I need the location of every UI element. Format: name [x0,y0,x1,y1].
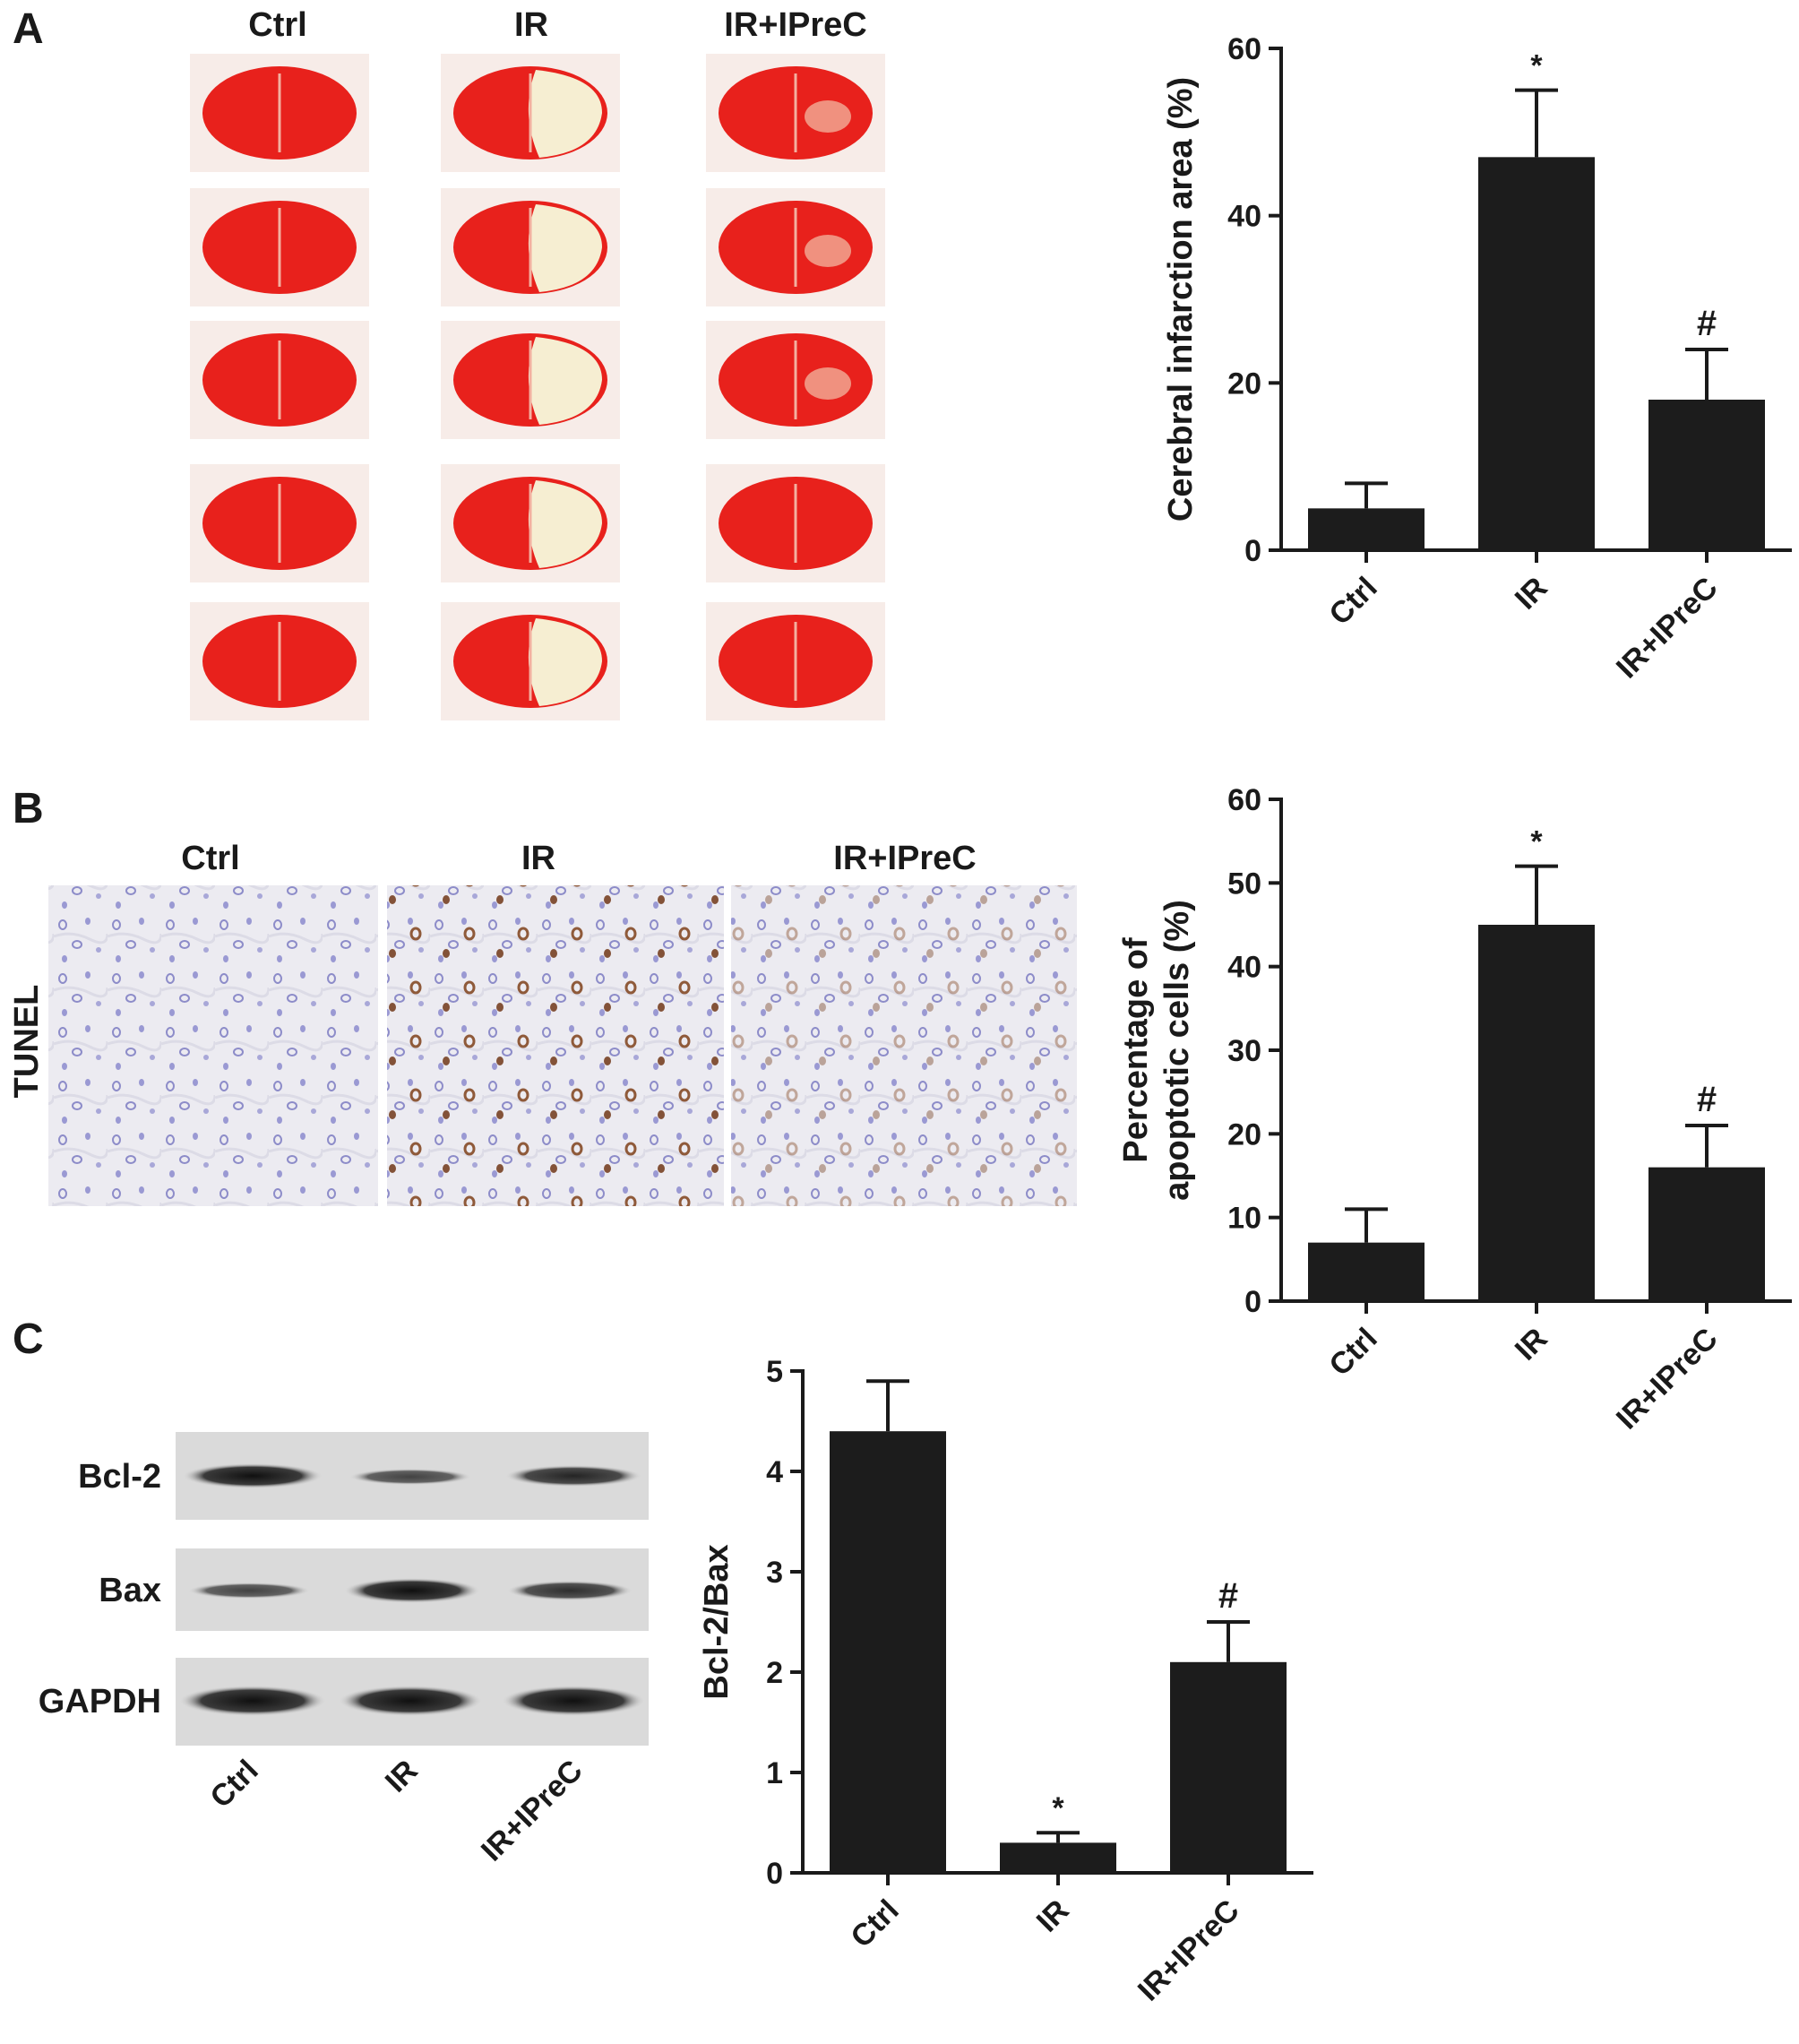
brain-slice-ir-ipreC-4 [706,464,885,582]
panel-a-col-label-ctrl: Ctrl [248,6,306,44]
x-tick-label: IR [1030,1893,1076,1939]
x-tick-label: IR [1509,1322,1554,1367]
y-tick-label: 40 [1227,951,1261,985]
y-tick-label: 0 [766,1857,783,1891]
brain-slice-ir-4 [441,464,620,582]
y-tick-label: 60 [1227,32,1261,66]
brain-slice-ctrl-3 [190,321,369,439]
y-tick-label: 0 [1244,1285,1261,1319]
tunel-image-ctrl [48,885,378,1206]
bar-1 [1000,1842,1116,1873]
blot-band-bcl2-ir-ipreC [505,1465,641,1487]
chart-infarction-area: 0 20 40 60 Cerebral infarction area (%) Ctrl I… [1162,32,1792,686]
y-tick-label: 40 [1227,200,1261,234]
y-tick-label: 4 [766,1455,783,1489]
brain-slice-ir-3 [441,321,620,439]
bar-2 [1170,1661,1287,1873]
y-tick-label: 0 [1244,534,1261,568]
chart-bcl2-bax-ratio: 0 1 2 3 4 5 Bcl-2/Bax Ctrl IR * IR+IPreC # [698,1355,1313,2008]
brain-slice-ctrl-2 [190,188,369,306]
blot-band-gapdh-ctrl [179,1686,326,1716]
blot-band-bax-ctrl [188,1583,310,1599]
x-tick-label: Ctrl [1322,1322,1383,1383]
y-tick-label: 2 [766,1656,783,1690]
bar-0 [1308,508,1425,550]
tunel-micrographs [48,885,1077,1206]
y-tick-label: 20 [1227,367,1261,401]
x-tick-label: IR [1509,571,1554,617]
tunel-image-ir-ipreC-positive [731,885,1077,1206]
panel-a-col-label-ir: IR [514,6,548,44]
bar-0 [1308,1242,1425,1301]
panel-a-col-label-ir-ipreC: IR+IPreC [724,6,866,44]
blot-band-bax-ir-ipreC [507,1581,633,1600]
brain-slice-ctrl-1 [190,54,369,172]
blot-row-label-bax: Bax [99,1572,161,1609]
brain-slice-ir-1 [441,54,620,172]
chart-apoptotic-cells: 0 10 20 30 40 50 60 Percentage of apoptotic cell… [1117,783,1792,1436]
bar-2 [1648,1167,1765,1301]
brain-slice-ir-2 [441,188,620,306]
brain-slice-ctrl-4 [190,464,369,582]
brain-slice-ctrl-5 [190,602,369,720]
y-tick-label: 50 [1227,867,1261,901]
y-axis-label: Cerebral infarction area (%) [1162,77,1200,522]
significance-marker: * [1052,1791,1064,1825]
brain-slice-grid [190,54,885,720]
western-blot [176,1432,649,1746]
panel-b-letter: B [13,785,44,832]
y-tick-label: 20 [1227,1117,1261,1151]
y-tick-label: 5 [766,1355,783,1389]
x-tick-label: IR+IPreC [1610,571,1725,686]
blot-band-bcl2-ir [349,1469,471,1485]
blot-lane-label-ir: IR [379,1754,425,1799]
significance-marker: * [1530,49,1543,83]
significance-marker: # [1697,304,1717,343]
y-tick-label: 10 [1227,1202,1261,1236]
blot-row-label-bcl2: Bcl-2 [78,1458,161,1496]
y-axis-label: Percentage of apoptotic cells (%) [1117,900,1196,1201]
y-axis-label: Bcl-2/Bax [698,1544,736,1699]
x-tick-label: IR+IPreC [1132,1893,1246,2008]
significance-marker: # [1218,1576,1238,1616]
panel-c-letter: C [13,1315,44,1363]
brain-slice-ir-ipreC-2 [706,188,885,306]
brain-slice-ir-ipreC-5 [706,602,885,720]
brain-slice-ir-ipreC-3 [706,321,885,439]
panel-b-col-label-ctrl: Ctrl [181,840,239,877]
bar-0 [830,1431,946,1873]
blot-band-bcl2-ctrl [183,1463,323,1488]
tunel-image-ir-positive [387,885,724,1206]
bar-2 [1648,400,1765,550]
x-tick-label: Ctrl [844,1893,905,1954]
panel-a-letter: A [13,5,44,53]
y-tick-label: 3 [766,1556,783,1590]
brain-slice-ir-5 [441,602,620,720]
blot-lane-label-ctrl: Ctrl [203,1754,264,1815]
y-tick-label: 30 [1227,1034,1261,1068]
y-tick-label: 60 [1227,783,1261,817]
bar-1 [1478,157,1595,551]
blot-band-bax-ir [344,1578,480,1603]
panel-b-col-label-ir: IR [521,840,555,877]
panel-b-col-label-ir-ipreC: IR+IPreC [833,840,976,877]
blot-lane-label-ir-ipreC: IR+IPreC [475,1754,590,1868]
x-tick-label: IR+IPreC [1610,1322,1725,1436]
blot-band-gapdh-ir [339,1686,482,1716]
brain-slice-ir-ipreC-1 [706,54,885,172]
y-tick-label: 1 [766,1756,783,1790]
blot-row-label-gapdh: GAPDH [39,1683,161,1721]
bar-1 [1478,925,1595,1301]
significance-marker: * [1530,825,1543,859]
panel-b-row-label: TUNEL [8,985,46,1099]
x-tick-label: Ctrl [1322,571,1383,632]
blot-band-gapdh-ir-ipreC [502,1686,645,1716]
significance-marker: # [1697,1080,1717,1119]
